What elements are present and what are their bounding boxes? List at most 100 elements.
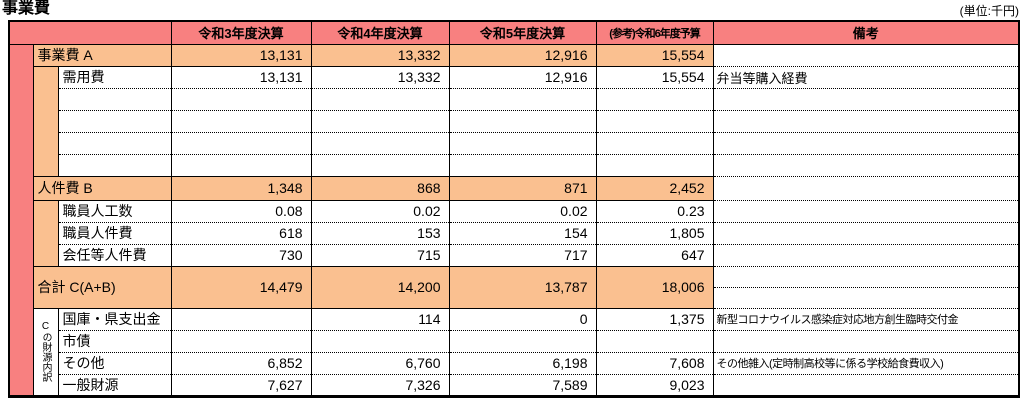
header-fy2023: 令和5年度決算 bbox=[448, 20, 597, 45]
section-b-strip-cell bbox=[32, 199, 59, 267]
supplies-remark: 弁当等購入経費 bbox=[712, 65, 1020, 89]
empty-value-cell bbox=[595, 153, 714, 177]
title-bar: 事業費 (単位:千円) bbox=[0, 0, 1024, 20]
city-bonds-fy2023 bbox=[448, 329, 597, 353]
grand-total-remark bbox=[712, 265, 1020, 309]
empty-value-cell bbox=[310, 153, 450, 177]
header-fy2022: 令和4年度決算 bbox=[310, 20, 450, 45]
left-gutter-cell bbox=[8, 43, 34, 397]
empty-value-cell bbox=[448, 131, 597, 155]
page-title: 事業費 bbox=[2, 0, 51, 17]
row-staff-cost: 職員人件費 618 153 154 1,805 bbox=[9, 221, 1020, 245]
parttime-cost-label: 会任等人件費 bbox=[57, 243, 172, 267]
row-personnel-total: 人件費 B 1,348 868 871 2,452 bbox=[9, 175, 1020, 201]
empty-value-cell bbox=[448, 87, 597, 111]
parttime-cost-fy2024: 647 bbox=[595, 243, 714, 267]
empty-value-cell bbox=[310, 109, 450, 133]
city-bonds-fy2024 bbox=[595, 329, 714, 353]
empty-label-cell bbox=[57, 109, 172, 133]
project-total-fy2024: 15,554 bbox=[595, 43, 714, 67]
unit-note: (単位:千円) bbox=[959, 4, 1019, 18]
empty-label-cell bbox=[57, 153, 172, 177]
grand-total-fy2022: 14,200 bbox=[310, 265, 450, 309]
other-fy2024: 7,608 bbox=[595, 351, 714, 375]
supplies-fy2023: 12,916 bbox=[448, 65, 597, 89]
grand-total-fy2021: 14,479 bbox=[170, 265, 312, 309]
city-bonds-fy2022 bbox=[310, 329, 450, 353]
empty-label-cell bbox=[57, 87, 172, 111]
other-fy2023: 6,198 bbox=[448, 351, 597, 375]
project-total-fy2021: 13,131 bbox=[170, 43, 312, 67]
parttime-cost-remark bbox=[712, 243, 1020, 267]
supplies-fy2022: 13,332 bbox=[310, 65, 450, 89]
financing-sidebar-cell: Cの財源内訳 bbox=[32, 307, 59, 397]
general-funds-fy2023: 7,589 bbox=[448, 373, 597, 397]
general-funds-label: 一般財源 bbox=[57, 373, 172, 397]
other-fy2021: 6,852 bbox=[170, 351, 312, 375]
row-general-funds: 一般財源 7,627 7,326 7,589 9,023 bbox=[9, 373, 1020, 397]
empty-value-cell bbox=[448, 109, 597, 133]
empty-value-cell bbox=[170, 109, 312, 133]
empty-value-cell bbox=[170, 131, 312, 155]
project-total-fy2022: 13,332 bbox=[310, 43, 450, 67]
empty-value-cell bbox=[448, 153, 597, 177]
budget-table: 令和3年度決算 令和4年度決算 令和5年度決算 (参考)令和6年度予算 備考 事… bbox=[8, 20, 1021, 398]
row-staff-count: 職員人工数 0.08 0.02 0.02 0.23 bbox=[9, 199, 1020, 267]
grand-total-fy2023: 13,787 bbox=[448, 265, 597, 309]
grand-total-remark-upper bbox=[714, 267, 1019, 288]
empty-remark-cell bbox=[712, 87, 1020, 111]
staff-cost-fy2021: 618 bbox=[170, 221, 312, 245]
staff-cost-remark bbox=[712, 221, 1020, 245]
other-label: その他 bbox=[57, 351, 172, 375]
general-funds-fy2021: 7,627 bbox=[170, 373, 312, 397]
grand-total-fy2024: 18,006 bbox=[595, 265, 714, 309]
row-supplies: 需用費 13,131 13,332 12,916 15,554 弁当等購入経費 bbox=[9, 65, 1020, 177]
empty-value-cell bbox=[595, 131, 714, 155]
empty-row-1 bbox=[9, 87, 1020, 111]
city-bonds-fy2021 bbox=[170, 329, 312, 353]
row-national-subsidy: Cの財源内訳 国庫・県支出金 114 0 1,375 新型コロナウイルス感染症対… bbox=[9, 307, 1020, 397]
other-remark: その他雑入(定時制高校等に係る学校給食費収入) bbox=[712, 351, 1020, 375]
row-parttime-cost: 会任等人件費 730 715 717 647 bbox=[9, 243, 1020, 267]
parttime-cost-fy2021: 730 bbox=[170, 243, 312, 267]
national-subsidy-fy2023: 0 bbox=[448, 307, 597, 331]
empty-value-cell bbox=[310, 131, 450, 155]
staff-count-remark bbox=[712, 199, 1020, 223]
staff-cost-label: 職員人件費 bbox=[57, 221, 172, 245]
empty-value-cell bbox=[170, 87, 312, 111]
empty-remark-cell bbox=[712, 153, 1020, 177]
personnel-total-remark bbox=[712, 175, 1020, 201]
other-fy2022: 6,760 bbox=[310, 351, 450, 375]
header-corner-cell bbox=[8, 20, 172, 45]
staff-cost-fy2022: 153 bbox=[310, 221, 450, 245]
project-total-label: 事業費 A bbox=[32, 43, 172, 67]
header-row: 令和3年度決算 令和4年度決算 令和5年度決算 (参考)令和6年度予算 備考 bbox=[8, 20, 1020, 45]
staff-count-fy2021: 0.08 bbox=[170, 199, 312, 223]
project-total-remark bbox=[712, 43, 1020, 67]
national-subsidy-remark: 新型コロナウイルス感染症対応地方創生臨時交付金 bbox=[712, 307, 1020, 331]
parttime-cost-fy2023: 717 bbox=[448, 243, 597, 267]
empty-value-cell bbox=[595, 87, 714, 111]
general-funds-remark bbox=[712, 373, 1020, 397]
empty-row-2 bbox=[9, 109, 1020, 133]
staff-cost-fy2024: 1,805 bbox=[595, 221, 714, 245]
personnel-total-fy2024: 2,452 bbox=[595, 175, 714, 201]
city-bonds-label: 市債 bbox=[57, 329, 172, 353]
city-bonds-remark bbox=[712, 329, 1020, 353]
empty-remark-cell bbox=[712, 131, 1020, 155]
section-a-strip-cell bbox=[32, 65, 59, 177]
personnel-total-fy2023: 871 bbox=[448, 175, 597, 201]
empty-row-3 bbox=[9, 131, 1020, 155]
header-fy2021: 令和3年度決算 bbox=[170, 20, 312, 45]
empty-row-4 bbox=[9, 153, 1020, 177]
empty-value-cell bbox=[595, 109, 714, 133]
national-subsidy-fy2024: 1,375 bbox=[595, 307, 714, 331]
empty-label-cell bbox=[57, 131, 172, 155]
supplies-label: 需用費 bbox=[57, 65, 172, 89]
personnel-total-fy2022: 868 bbox=[310, 175, 450, 201]
staff-count-fy2023: 0.02 bbox=[448, 199, 597, 223]
grand-total-remark-lower bbox=[714, 288, 1018, 308]
parttime-cost-fy2022: 715 bbox=[310, 243, 450, 267]
national-subsidy-label: 国庫・県支出金 bbox=[57, 307, 172, 331]
national-subsidy-fy2022: 114 bbox=[310, 307, 450, 331]
